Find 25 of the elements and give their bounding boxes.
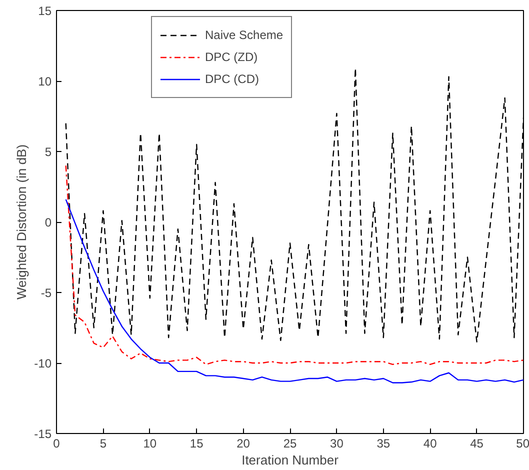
x-tick-label: 25 (283, 436, 297, 450)
x-tick-label: 45 (470, 436, 484, 450)
x-tick-label: 40 (423, 436, 438, 450)
line-series (65, 165, 524, 366)
x-tick-label: 30 (330, 436, 344, 450)
legend-label: Naive Scheme (205, 28, 284, 42)
x-tick-label: 15 (190, 436, 204, 450)
y-tick-label: 5 (44, 145, 52, 159)
line-series (65, 198, 524, 384)
legend-label: DPC (CD) (205, 72, 259, 86)
y-tick-label: -15 (34, 427, 52, 441)
y-tick-label: 0 (44, 216, 52, 230)
y-tick-label: -10 (34, 356, 52, 370)
y-axis-title: Weighted Distortion (in dB) (14, 144, 30, 300)
x-tick-label: 0 (53, 436, 60, 450)
y-tick-label: 10 (38, 74, 52, 88)
x-tick-label: 50 (516, 436, 529, 450)
y-tick-label: -5 (40, 286, 52, 300)
x-tick-label: 5 (100, 436, 107, 450)
x-tick-label: 20 (236, 436, 250, 450)
x-axis-title: Iteration Number (242, 452, 340, 468)
legend-label: DPC (ZD) (205, 50, 258, 64)
x-tick-label: 35 (376, 436, 390, 450)
x-tick-label: 10 (143, 436, 157, 450)
y-tick-label: 15 (38, 4, 52, 18)
